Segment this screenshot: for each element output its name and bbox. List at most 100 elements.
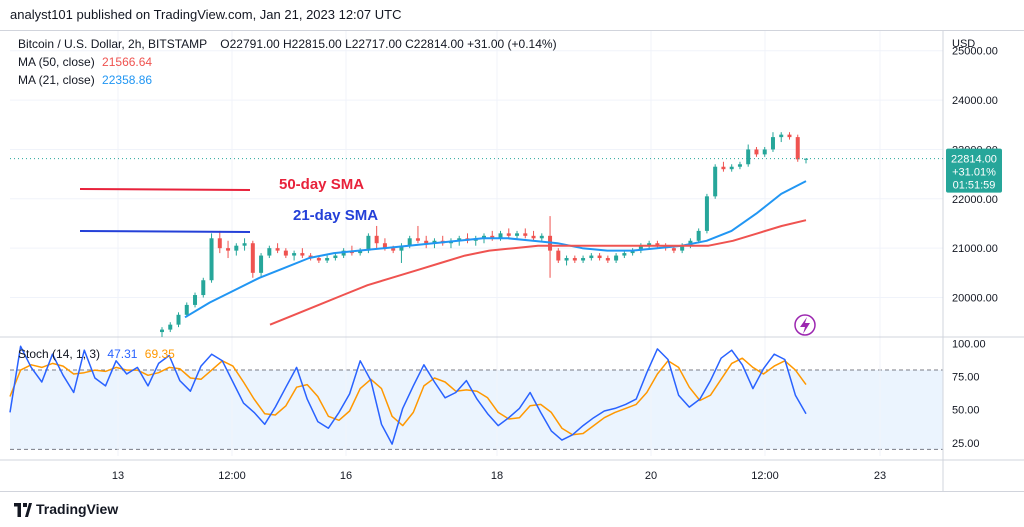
candle-body <box>482 235 486 239</box>
candle-body <box>638 245 643 251</box>
time-tick-label: 16 <box>340 470 352 482</box>
sma21-annotation-line <box>79 230 251 233</box>
badge-price: 22814.00 <box>951 154 997 166</box>
time-tick-label: 13 <box>112 470 124 482</box>
candle-body <box>762 149 767 155</box>
candle-body <box>795 137 800 160</box>
candle-body <box>366 235 371 251</box>
price-tick-label: 20000.00 <box>952 293 998 305</box>
candle-body <box>457 238 462 241</box>
candle-body <box>325 258 330 261</box>
candle-body <box>490 235 495 239</box>
candle-body <box>597 255 602 259</box>
currency-label: USD <box>952 38 975 50</box>
candle-body <box>184 304 189 315</box>
stoch-label: Stoch (14, 1, 3) <box>18 347 101 361</box>
candle-body <box>193 295 198 305</box>
candle-body <box>770 137 775 150</box>
ma50-legend: MA (50, close) 21566.64 <box>18 55 152 69</box>
brand-name: TradingView <box>36 501 119 517</box>
sma50-annotation-line <box>79 188 251 191</box>
candle-body <box>250 243 255 273</box>
candle-body <box>581 258 586 261</box>
stoch-tick-label: 75.00 <box>952 372 980 384</box>
candle-body <box>217 238 222 249</box>
candle-body <box>498 233 503 239</box>
candle-body <box>605 258 610 261</box>
candle-body <box>209 238 214 281</box>
candle-body <box>704 196 709 231</box>
candle-body <box>176 314 181 325</box>
candle-body <box>564 258 569 261</box>
candle-body <box>234 245 239 251</box>
candle-body <box>614 255 619 261</box>
candle-body <box>696 230 701 241</box>
candle-body <box>316 258 321 261</box>
candle-body <box>168 324 173 330</box>
candle-body <box>729 166 734 170</box>
price-tick-label: 21000.00 <box>952 243 998 255</box>
candle-body <box>539 235 544 239</box>
ma21-label: MA (21, close) <box>18 73 95 87</box>
candle-body <box>622 253 627 256</box>
candle-body <box>572 258 577 261</box>
candle-body <box>515 233 520 236</box>
stoch-band <box>10 370 943 450</box>
stoch-tick-label: 100.00 <box>952 339 986 351</box>
candle-body <box>671 248 676 251</box>
symbol-legend: Bitcoin / U.S. Dollar, 2h, BITSTAMP O227… <box>18 37 557 51</box>
stoch-legend: Stoch (14, 1, 3) 47.31 69.35 <box>18 347 175 361</box>
candle-body <box>407 238 412 246</box>
candle-body <box>415 238 420 241</box>
price-badge <box>946 148 1002 193</box>
candle-body <box>160 329 164 333</box>
candle-body <box>432 240 437 244</box>
candle-body <box>391 248 396 251</box>
price-tick-label: 25000.00 <box>952 46 998 58</box>
price-tick-label: 24000.00 <box>952 95 998 107</box>
badge-countdown: 01:51:59 <box>953 180 996 192</box>
candle-body <box>556 250 561 261</box>
ma21-legend: MA (21, close) 22358.86 <box>18 73 152 87</box>
stoch-d-value: 69.35 <box>144 347 175 361</box>
candle-body <box>779 134 784 138</box>
candle-body <box>506 233 511 236</box>
price-chart[interactable]: 25000.0024000.0023000.0022000.0021000.00… <box>0 31 1024 492</box>
ma50-line <box>269 219 807 326</box>
badge-change: +31.01% <box>952 167 996 179</box>
candle-body <box>754 149 759 155</box>
ma50-value: 21566.64 <box>102 55 153 69</box>
ma21-line <box>184 180 807 319</box>
time-tick-label: 23 <box>874 470 886 482</box>
time-tick-label: 20 <box>645 470 657 482</box>
candle-body <box>283 250 288 256</box>
candle-body <box>647 243 652 246</box>
candle-body <box>382 243 387 249</box>
candle-body <box>226 248 231 251</box>
candle-body <box>804 158 808 160</box>
candle-body <box>746 149 751 165</box>
candle-body <box>300 253 305 256</box>
candle-body <box>589 255 594 259</box>
candle-body <box>275 248 280 251</box>
stoch-d-line <box>9 357 807 436</box>
candle-body <box>737 164 742 167</box>
candle-body <box>374 235 379 244</box>
ohlc-values: O22791.00 H22815.00 L22717.00 C22814.00 … <box>220 37 557 51</box>
ma50-label: MA (50, close) <box>18 55 95 69</box>
candle-body <box>358 250 363 254</box>
sma21-annotation-label: 21-day SMA <box>293 207 378 224</box>
candle-body <box>721 166 726 170</box>
candle-body <box>523 233 528 236</box>
price-tick-label: 22000.00 <box>952 194 998 206</box>
candle-body <box>267 248 272 256</box>
stoch-tick-label: 50.00 <box>952 405 980 417</box>
publish-line: analyst101 published on TradingView.com,… <box>10 7 402 22</box>
time-tick-label: 18 <box>491 470 503 482</box>
chart-frame[interactable]: 25000.0024000.0023000.0022000.0021000.00… <box>0 30 1024 492</box>
candle-body <box>259 255 264 273</box>
candle-body <box>242 243 247 246</box>
stoch-tick-label: 25.00 <box>952 438 980 450</box>
lightning-glyph <box>800 317 810 334</box>
footer: TradingView <box>0 492 1024 527</box>
